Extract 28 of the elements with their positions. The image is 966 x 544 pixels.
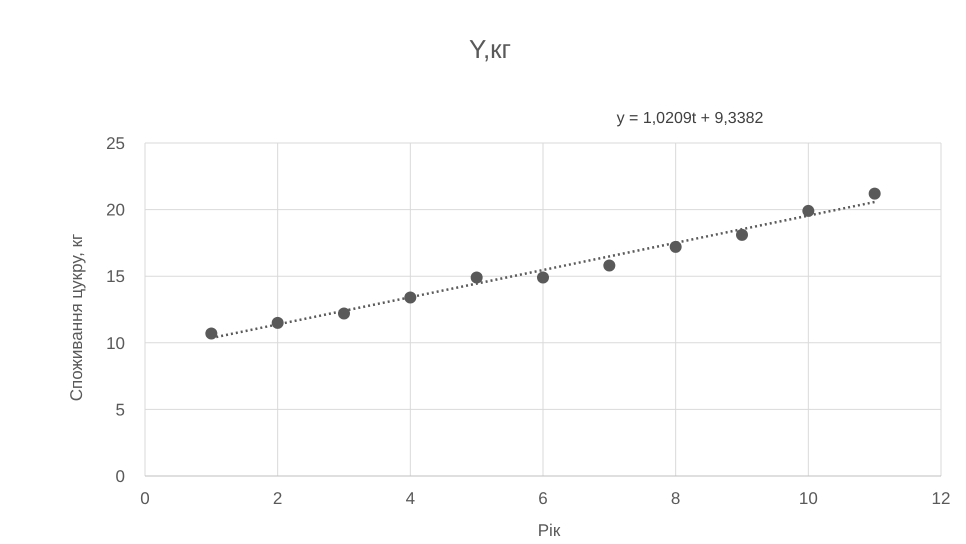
point	[404, 292, 416, 304]
point	[338, 307, 350, 320]
x-tick-label: 4	[406, 489, 416, 508]
point	[802, 204, 814, 217]
x-tick-label: 8	[670, 489, 680, 508]
point	[470, 272, 483, 284]
x-tick-label: 2	[272, 489, 282, 508]
y-axis-title: Споживання цукру, кг	[67, 234, 86, 402]
y-tick-label: 25	[106, 134, 125, 153]
point	[868, 188, 881, 200]
x-tick-label: 10	[798, 489, 818, 508]
y-tick-label: 15	[106, 267, 125, 286]
y-tick-label: 5	[116, 400, 125, 420]
x-axis-title: Рік	[538, 521, 561, 540]
x-tick-label: 0	[140, 489, 150, 508]
y-tick-label: 0	[116, 467, 125, 486]
point	[670, 240, 682, 253]
x-tick-label: 12	[932, 489, 950, 508]
point	[205, 327, 218, 340]
point	[603, 260, 616, 272]
x-tick-label: 6	[538, 489, 548, 508]
y-tick-label: 10	[106, 334, 125, 353]
point	[272, 316, 284, 329]
y-tick-label: 20	[106, 200, 125, 220]
point	[736, 228, 748, 241]
text: y = 1,0209t + 9,3382	[616, 110, 764, 127]
point	[537, 272, 549, 284]
chart-title: Y,кг	[468, 34, 512, 64]
